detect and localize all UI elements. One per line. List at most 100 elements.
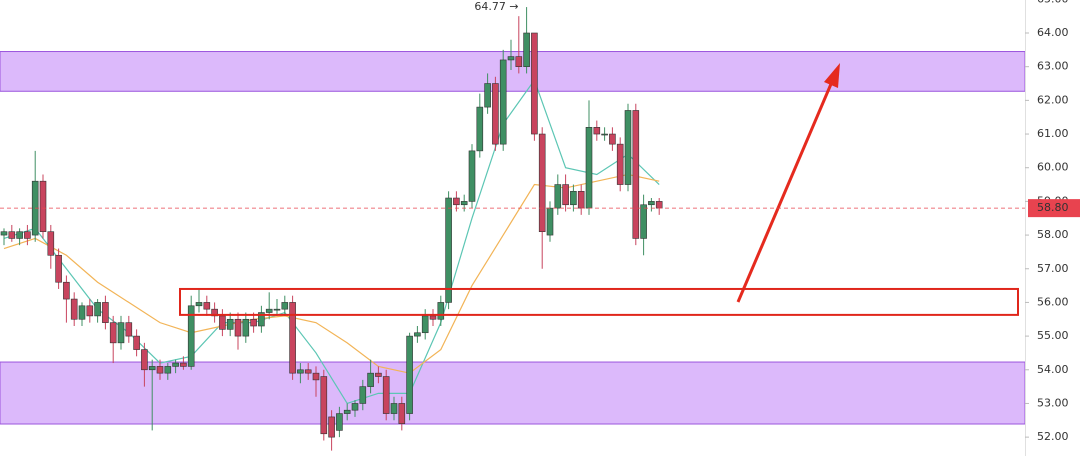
candle-body <box>172 362 179 367</box>
candle-body <box>16 231 23 239</box>
candle-body <box>585 127 593 209</box>
candle-body <box>515 56 523 67</box>
candle-body <box>187 305 195 367</box>
candle-body <box>484 83 491 108</box>
candle-body <box>453 197 460 206</box>
candle-body <box>320 376 328 435</box>
candle-body <box>289 302 296 374</box>
candle-body <box>125 322 133 337</box>
candle-body <box>476 106 484 152</box>
candle-body <box>437 302 445 320</box>
candle-body <box>429 315 437 320</box>
candle-body <box>297 369 304 374</box>
y-tick-label: 54.00 <box>1037 363 1069 376</box>
y-tick-label: 61.00 <box>1037 127 1069 140</box>
candle-body <box>616 143 624 185</box>
y-tick-label: 58.00 <box>1037 228 1069 241</box>
candle-body <box>562 184 569 206</box>
candle-body <box>265 308 273 313</box>
candle-body <box>86 305 94 317</box>
candle-body <box>624 110 632 185</box>
candle-body <box>554 184 562 209</box>
last-price-tag <box>1028 199 1080 218</box>
candle-body <box>133 335 140 350</box>
y-tick-label: 62.00 <box>1037 93 1069 106</box>
support-zone <box>0 361 1026 425</box>
candle-body <box>499 59 507 145</box>
candle-body <box>141 349 148 371</box>
candle-body <box>203 302 211 310</box>
candle-body <box>242 318 250 337</box>
candle-body <box>180 362 187 367</box>
candle-body <box>156 366 164 374</box>
candle-body <box>164 366 172 374</box>
candle-body <box>406 335 413 414</box>
candle-body <box>648 201 655 206</box>
candle-body <box>492 83 499 145</box>
candle-body <box>468 150 476 202</box>
candle-body <box>304 369 312 374</box>
candle-body <box>39 180 47 233</box>
candle-body <box>312 372 320 381</box>
candle-body <box>148 366 156 371</box>
last-price-label: 58.80 <box>1037 201 1069 214</box>
high-label: 64.77 → <box>474 0 518 13</box>
candle-body <box>421 315 429 334</box>
candle-body <box>609 133 616 145</box>
candle-body <box>328 416 335 438</box>
candle-body <box>219 315 226 330</box>
y-tick-label: 56.00 <box>1037 295 1069 308</box>
candle-body <box>398 403 406 424</box>
candle-body <box>359 386 367 404</box>
candle-body <box>109 322 117 344</box>
candle-body <box>273 308 281 311</box>
candle-body <box>546 207 554 236</box>
candle-body <box>102 302 109 323</box>
key-level-box <box>179 287 1019 316</box>
candle-body <box>351 403 359 411</box>
candle-body <box>24 231 31 239</box>
y-tick-label: 57.00 <box>1037 262 1069 275</box>
y-tick-label: 53.00 <box>1037 396 1069 409</box>
candle-body <box>601 133 608 136</box>
candle-body <box>507 56 515 61</box>
candle-body <box>593 127 601 135</box>
candle-body <box>390 403 398 414</box>
candle-body <box>577 190 585 209</box>
y-tick-label: 55.00 <box>1037 329 1069 342</box>
y-tick-label: 60.00 <box>1037 161 1069 174</box>
candle-body <box>226 318 234 330</box>
arrow-head <box>824 63 840 88</box>
candle-body <box>94 302 101 317</box>
candle-body <box>258 312 265 327</box>
arrow-shaft <box>736 83 833 303</box>
candle-body <box>336 413 343 431</box>
candle-body <box>531 32 538 135</box>
candle-body <box>0 231 8 236</box>
candle-body <box>414 332 421 337</box>
candle-body <box>523 32 530 67</box>
y-tick-label: 63.00 <box>1037 60 1069 73</box>
candle-body <box>632 110 640 239</box>
moving-average <box>3 78 660 405</box>
trend-arrow <box>736 63 840 303</box>
y-tick-label: 52.00 <box>1037 430 1069 443</box>
candle-body <box>55 254 62 283</box>
candle-body <box>367 372 374 387</box>
candle-body <box>78 305 86 320</box>
candle-body <box>195 302 203 307</box>
candle-body <box>117 322 125 344</box>
candle-body <box>63 281 70 300</box>
candle-body <box>211 308 218 317</box>
candle-body <box>70 298 78 320</box>
candle-body <box>8 231 16 239</box>
candle-body <box>445 197 452 303</box>
candle-body <box>281 302 289 310</box>
y-tick-label: 65.00 <box>1037 0 1069 5</box>
candle-body <box>375 372 382 377</box>
candle-body <box>460 201 468 206</box>
candle-body <box>655 201 663 209</box>
candle-body <box>234 318 242 337</box>
candle-body <box>47 231 55 256</box>
